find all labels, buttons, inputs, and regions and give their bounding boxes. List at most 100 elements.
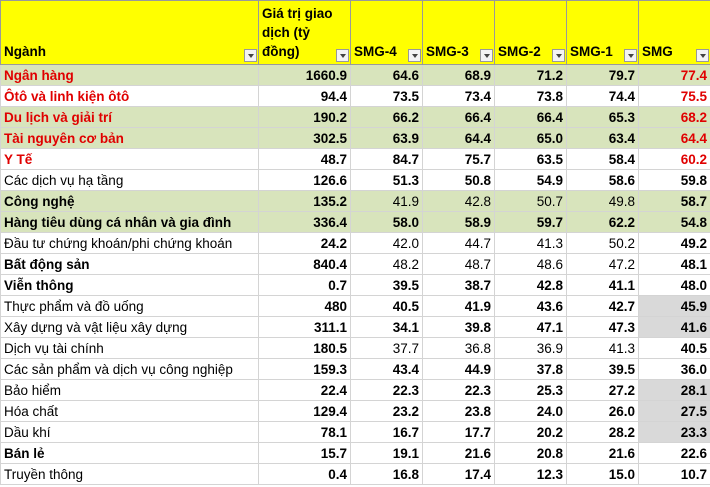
value-cell: 48.7 <box>258 148 351 170</box>
value-cell: 58.0 <box>350 211 423 233</box>
sector-name: Xây dựng và vật liệu xây dựng <box>0 316 259 338</box>
table-row: Truyền thông 0.4 16.8 17.4 12.3 15.0 10.7 <box>0 463 710 485</box>
header-text: SMG-3 <box>426 44 469 59</box>
column-header: SMG-2 <box>494 0 567 65</box>
filter-button[interactable] <box>336 49 349 62</box>
value-cell: 19.1 <box>350 442 423 464</box>
value-cell: 48.2 <box>350 253 423 275</box>
value-cell: 40.5 <box>638 337 710 359</box>
value-cell: 68.2 <box>638 106 710 128</box>
value-cell: 24.0 <box>494 400 567 422</box>
header-text: SMG-1 <box>570 44 613 59</box>
table-body: Ngân hàng 1660.9 64.6 68.9 71.2 79.7 77.4 Ôtô v… <box>0 64 710 485</box>
value-cell: 34.1 <box>350 316 423 338</box>
value-cell: 50.7 <box>494 190 567 212</box>
header-text: SMG-4 <box>354 44 397 59</box>
table-row: Hàng tiêu dùng cá nhân và gia đình 336.4 5… <box>0 211 710 233</box>
value-cell: 65.3 <box>566 106 639 128</box>
sector-name: Dịch vụ tài chính <box>0 337 259 359</box>
filter-button[interactable] <box>552 49 565 62</box>
table-row: Hóa chất 129.4 23.2 23.8 24.0 26.0 27.5 <box>0 400 710 422</box>
value-cell: 94.4 <box>258 85 351 107</box>
header-text: SMG-2 <box>498 44 541 59</box>
value-cell: 21.6 <box>566 442 639 464</box>
value-cell: 23.3 <box>638 421 710 443</box>
table-row: Bán lẻ 15.7 19.1 21.6 20.8 21.6 22.6 <box>0 442 710 464</box>
value-cell: 58.6 <box>566 169 639 191</box>
value-cell: 36.9 <box>494 337 567 359</box>
table-row: Các dịch vụ hạ tầng 126.6 51.3 50.8 54.9 58.6… <box>0 169 710 191</box>
table-row: Xây dựng và vật liệu xây dựng 311.1 34.1 39… <box>0 316 710 338</box>
value-cell: 311.1 <box>258 316 351 338</box>
filter-button[interactable] <box>624 49 637 62</box>
value-cell: 42.8 <box>494 274 567 296</box>
value-cell: 41.3 <box>566 337 639 359</box>
value-cell: 47.2 <box>566 253 639 275</box>
sector-name: Thực phẩm và đồ uống <box>0 295 259 317</box>
value-cell: 50.2 <box>566 232 639 254</box>
value-cell: 43.4 <box>350 358 423 380</box>
sector-name: Ngân hàng <box>0 64 259 86</box>
value-cell: 37.8 <box>494 358 567 380</box>
value-cell: 42.7 <box>566 295 639 317</box>
header-text: Giá trị giao dịch (tỷ đồng) <box>262 6 333 59</box>
value-cell: 71.2 <box>494 64 567 86</box>
sector-name: Các sản phẩm và dịch vụ công nghiệp <box>0 358 259 380</box>
value-cell: 22.4 <box>258 379 351 401</box>
filter-button[interactable] <box>480 49 493 62</box>
value-cell: 26.0 <box>566 400 639 422</box>
sector-name: Hàng tiêu dùng cá nhân và gia đình <box>0 211 259 233</box>
table-row: Tài nguyên cơ bản 302.5 63.9 64.4 65.0 63.4 64… <box>0 127 710 149</box>
value-cell: 39.8 <box>422 316 495 338</box>
value-cell: 40.5 <box>350 295 423 317</box>
table-row: Bảo hiểm 22.4 22.3 22.3 25.3 27.2 28.1 <box>0 379 710 401</box>
value-cell: 50.8 <box>422 169 495 191</box>
value-cell: 0.7 <box>258 274 351 296</box>
value-cell: 48.1 <box>638 253 710 275</box>
value-cell: 59.7 <box>494 211 567 233</box>
value-cell: 74.4 <box>566 85 639 107</box>
sector-name: Y Tế <box>0 148 259 170</box>
value-cell: 126.6 <box>258 169 351 191</box>
value-cell: 16.8 <box>350 463 423 485</box>
header-text: Ngành <box>4 44 46 59</box>
sector-name: Đầu tư chứng khoán/phi chứng khoán <box>0 232 259 254</box>
column-header: Ngành <box>0 0 259 65</box>
value-cell: 37.7 <box>350 337 423 359</box>
value-cell: 45.9 <box>638 295 710 317</box>
value-cell: 190.2 <box>258 106 351 128</box>
value-cell: 27.5 <box>638 400 710 422</box>
value-cell: 38.7 <box>422 274 495 296</box>
value-cell: 64.4 <box>422 127 495 149</box>
value-cell: 84.7 <box>350 148 423 170</box>
table-row: Y Tế 48.7 84.7 75.7 63.5 58.4 60.2 <box>0 148 710 170</box>
value-cell: 59.8 <box>638 169 710 191</box>
value-cell: 22.3 <box>350 379 423 401</box>
value-cell: 23.8 <box>422 400 495 422</box>
sector-name: Bất động sản <box>0 253 259 275</box>
value-cell: 22.3 <box>422 379 495 401</box>
value-cell: 73.5 <box>350 85 423 107</box>
filter-button[interactable] <box>244 49 257 62</box>
value-cell: 39.5 <box>350 274 423 296</box>
value-cell: 480 <box>258 295 351 317</box>
value-cell: 44.9 <box>422 358 495 380</box>
value-cell: 73.4 <box>422 85 495 107</box>
column-header: SMG-3 <box>422 0 495 65</box>
value-cell: 64.6 <box>350 64 423 86</box>
filter-button[interactable] <box>696 49 709 62</box>
value-cell: 41.1 <box>566 274 639 296</box>
value-cell: 77.4 <box>638 64 710 86</box>
value-cell: 62.2 <box>566 211 639 233</box>
filter-button[interactable] <box>408 49 421 62</box>
sector-name: Công nghệ <box>0 190 259 212</box>
value-cell: 24.2 <box>258 232 351 254</box>
sector-name: Ôtô và linh kiện ôtô <box>0 85 259 107</box>
value-cell: 16.7 <box>350 421 423 443</box>
value-cell: 63.9 <box>350 127 423 149</box>
value-cell: 21.6 <box>422 442 495 464</box>
table-row: Đầu tư chứng khoán/phi chứng khoán 24.2 42… <box>0 232 710 254</box>
value-cell: 41.9 <box>422 295 495 317</box>
table-row: Viễn thông 0.7 39.5 38.7 42.8 41.1 48.0 <box>0 274 710 296</box>
